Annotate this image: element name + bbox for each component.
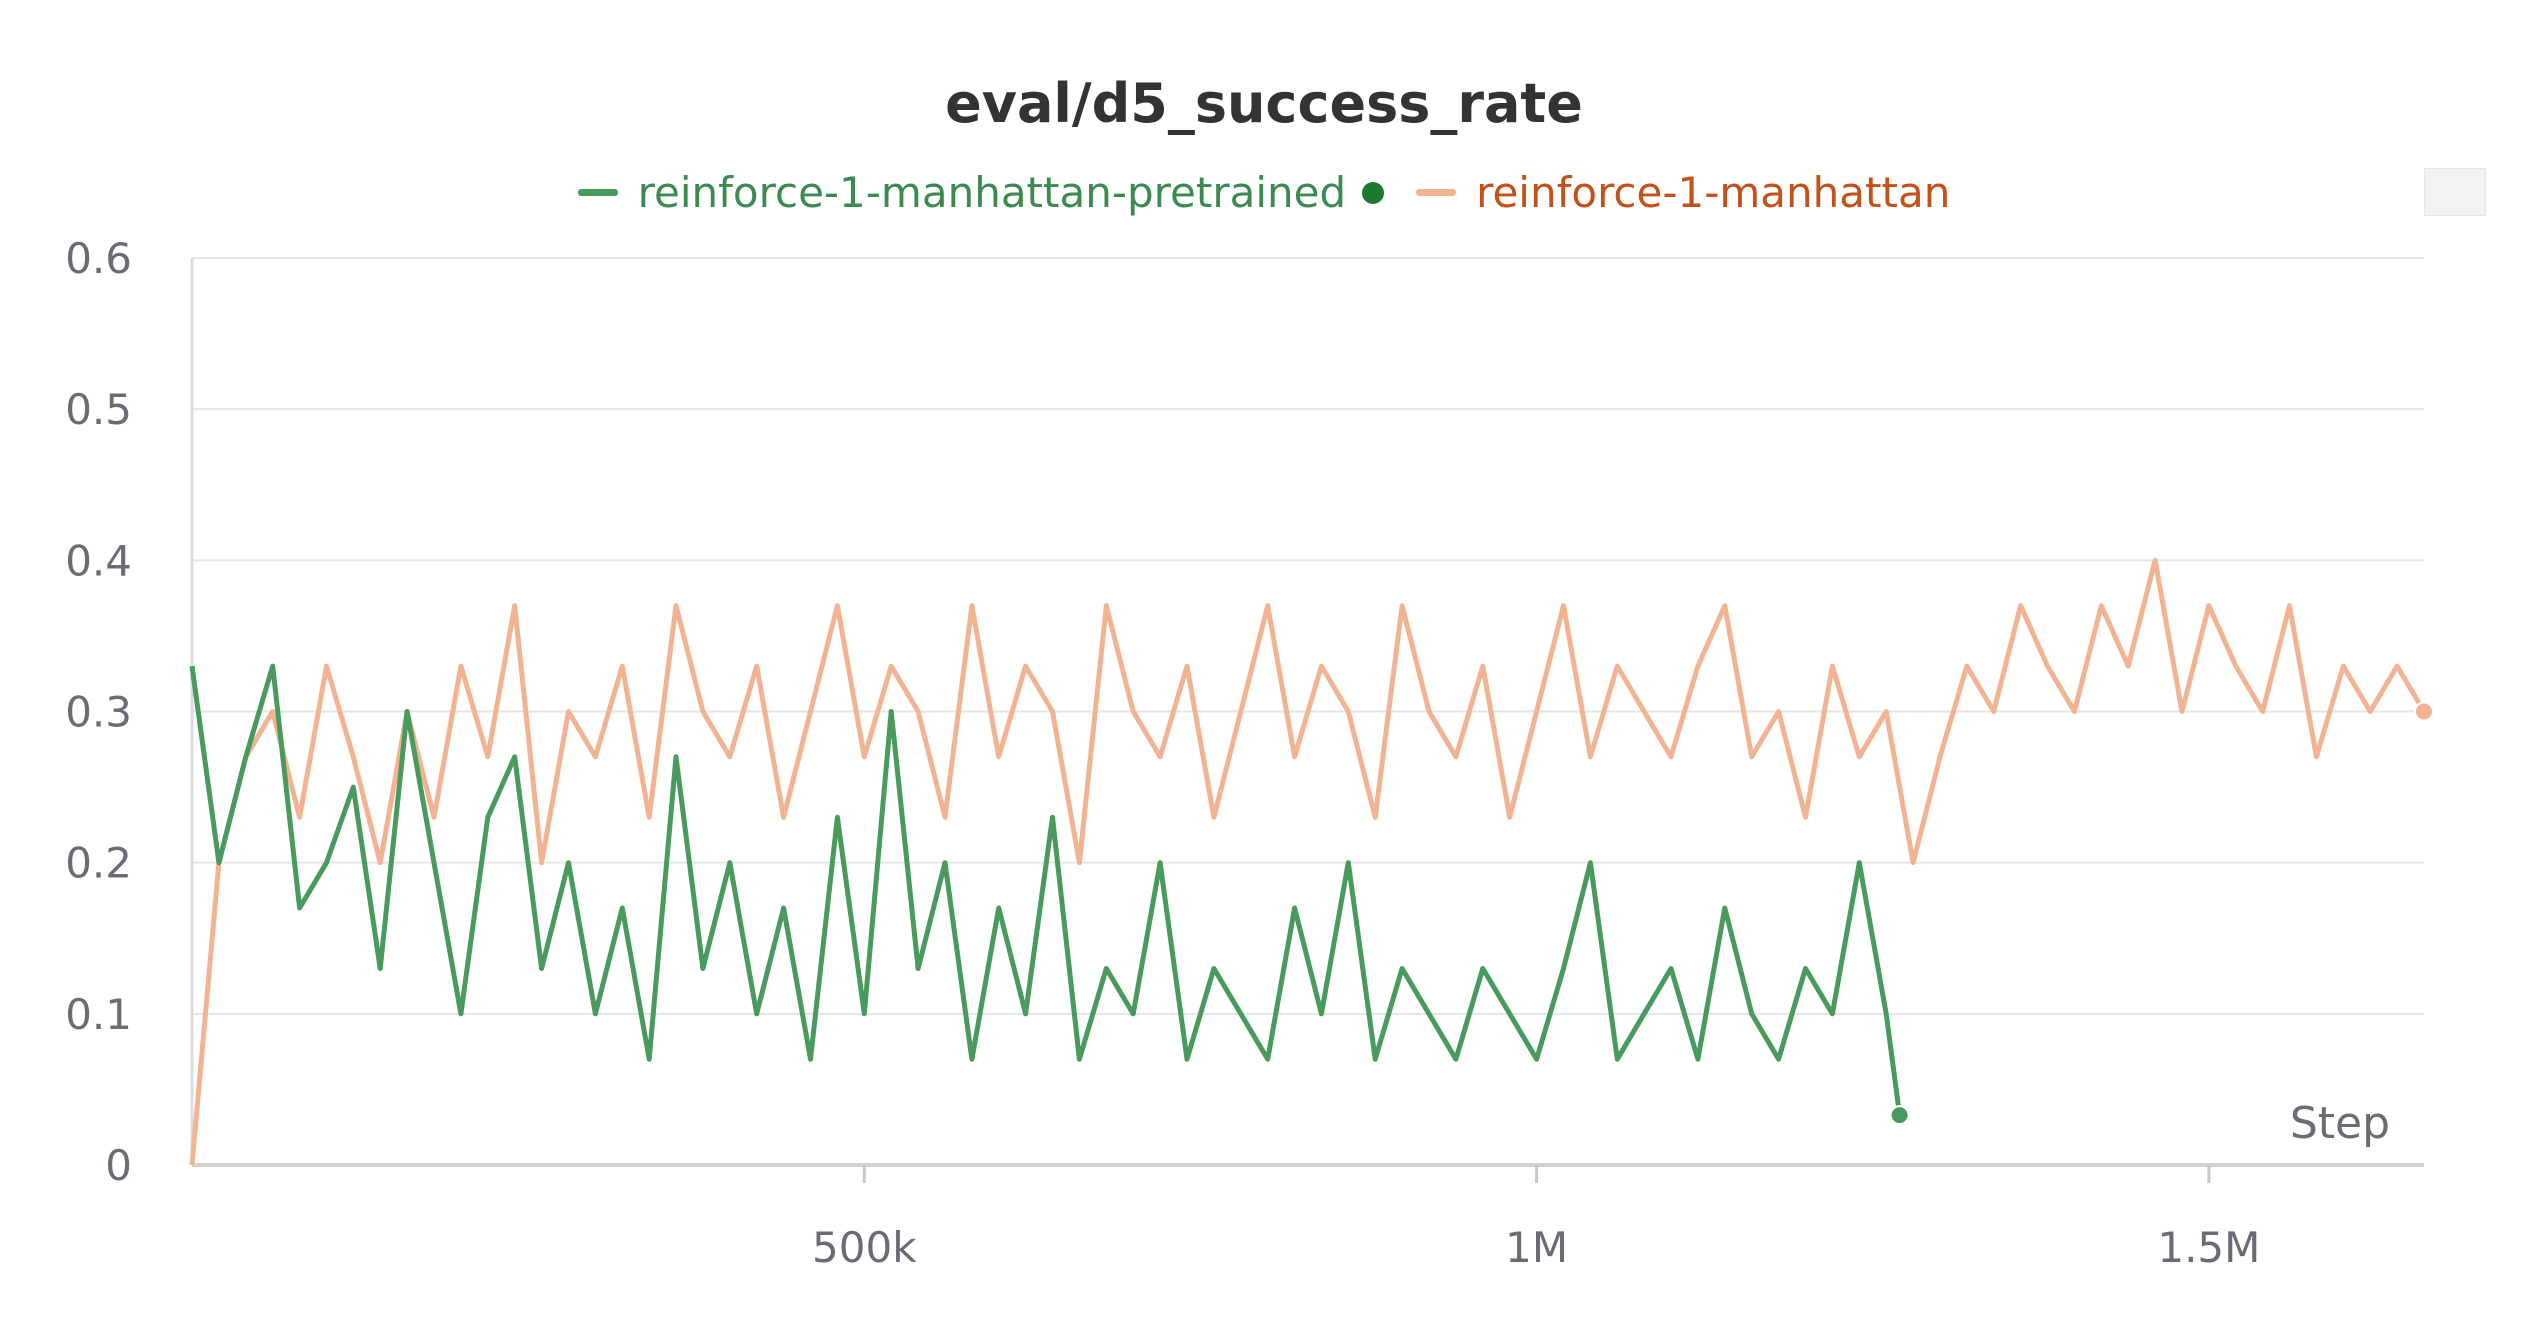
- series-end-marker-manhattan: [2414, 701, 2434, 722]
- y-tick-label: 0.4: [65, 536, 132, 585]
- legend-item-pretrained[interactable]: reinforce-1-manhattan-pretrained: [577, 168, 1385, 217]
- x-tick-label: 1M: [1505, 1223, 1568, 1272]
- x-tick-label: 1.5M: [2157, 1223, 2260, 1272]
- series-line-manhattan: [189, 557, 2427, 1166]
- legend-swatch-pretrained: [577, 189, 618, 196]
- legend-item-manhattan[interactable]: reinforce-1-manhattan: [1416, 168, 1950, 217]
- legend-label-manhattan: reinforce-1-manhattan: [1476, 168, 1951, 217]
- x-tick-label: 500k: [812, 1223, 917, 1272]
- y-tick-label: 0.3: [65, 688, 132, 737]
- chart-title: eval/d5_success_rate: [945, 72, 1583, 135]
- y-tick-label: 0.5: [65, 385, 132, 434]
- y-tick-label: 0.2: [65, 839, 132, 888]
- legend-swatch-manhattan: [1416, 189, 1457, 196]
- legend-toggle-box[interactable]: [2424, 168, 2486, 216]
- x-axis-label: Step: [2290, 1098, 2390, 1149]
- legend-label-pretrained: reinforce-1-manhattan-pretrained: [637, 168, 1347, 217]
- y-tick-label: 0.1: [65, 990, 132, 1039]
- legend: reinforce-1-manhattan-pretrained reinfor…: [0, 168, 2528, 217]
- legend-dot-pretrained: [1362, 181, 1385, 204]
- series-end-marker-pretrained: [1889, 1105, 1910, 1126]
- y-tick-label: 0.6: [65, 234, 132, 283]
- y-tick-label: 0: [105, 1141, 132, 1190]
